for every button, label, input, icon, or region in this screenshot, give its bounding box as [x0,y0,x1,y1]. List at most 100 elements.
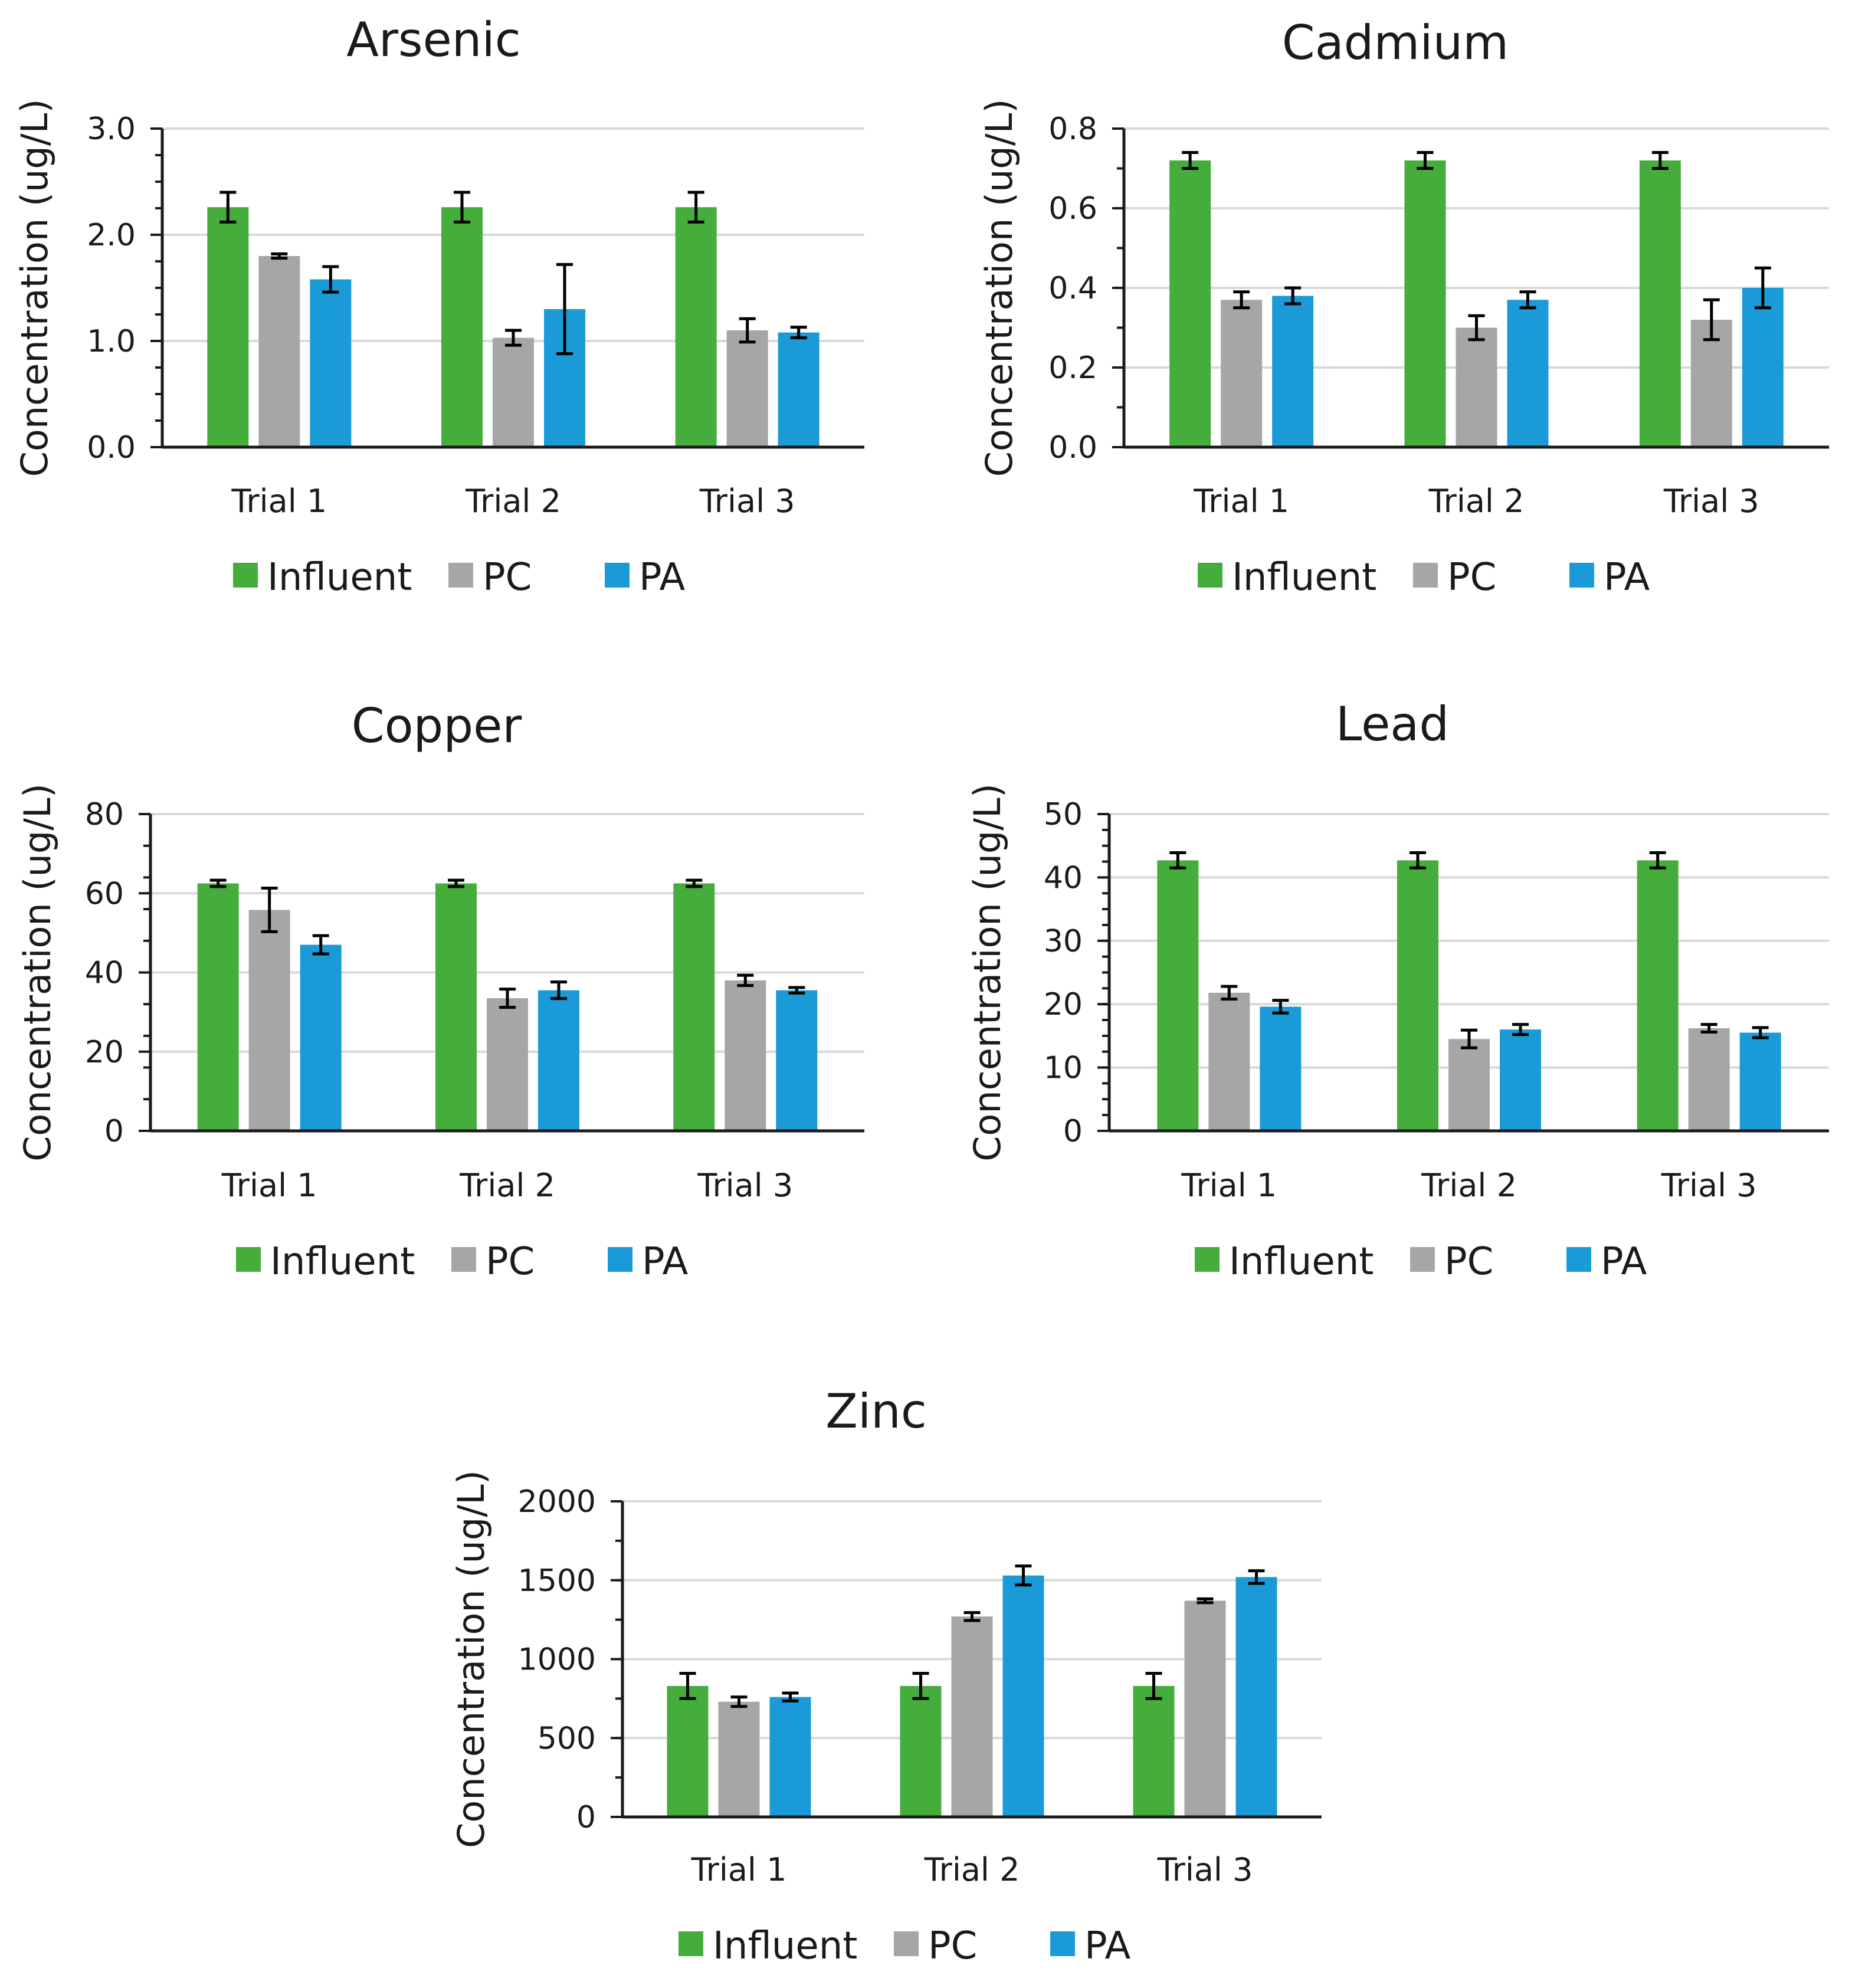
zinc-title: Zinc [825,1384,927,1439]
copper-category-label: Trial 1 [221,1167,317,1204]
legend-swatch-pc [1410,1247,1435,1272]
cadmium-bar-pa-trial-3 [1742,288,1784,447]
arsenic-bar-pc-trial-2 [493,337,534,447]
cadmium-bar-influent-trial-3 [1639,160,1681,447]
zinc-bar-pa-trial-1 [769,1697,811,1817]
legend-label-influent: Influent [270,1240,415,1284]
lead-error-bar-pc-trial-2 [1461,1028,1477,1049]
arsenic-y-tick-label: 1.0 [87,324,136,359]
copper-bar-pa-trial-1 [300,944,342,1131]
lead-y-axis-label: Concentration (ug/L) [966,783,1009,1162]
legend-label-pc: PC [1447,556,1496,599]
legend-swatch-pc [894,1931,919,1956]
lead-bar-influent-trial-3 [1637,860,1679,1131]
arsenic-category-label: Trial 2 [465,483,561,520]
lead-bar-influent-trial-1 [1157,860,1199,1131]
arsenic-bar-pc-trial-3 [726,330,768,447]
arsenic-error-bar-pc-trial-1 [271,252,288,260]
zinc-error-bar-pc-trial-2 [963,1611,981,1622]
arsenic-y-tick-label: 0.0 [87,430,136,465]
legend-swatch-pa [1566,1247,1591,1272]
legend-swatch-pa [1569,563,1594,588]
copper-chart: Copper Concentration (ug/L) 0 20 40 60 80 Trial… [16,698,864,1284]
cadmium-error-bar-pa-trial-2 [1519,290,1536,310]
copper-error-bar-influent-trial-2 [448,878,464,888]
zinc-bar-influent-trial-3 [1133,1685,1175,1817]
lead-bar-pc-trial-3 [1688,1028,1730,1131]
legend-label-pa: PA [1604,556,1650,599]
zinc-error-bar-pa-trial-3 [1248,1569,1265,1585]
copper-y-tick-label: 60 [85,876,124,911]
arsenic-error-bar-influent-trial-3 [687,191,704,224]
cadmium-error-bar-influent-trial-3 [1651,151,1669,170]
cadmium-bar-pc-trial-2 [1456,327,1497,447]
zinc-bar-influent-trial-2 [900,1685,942,1817]
zinc-legend: Influent PC PA [678,1924,1131,1968]
lead-error-bar-influent-trial-3 [1649,851,1666,870]
zinc-error-bar-pc-trial-1 [730,1695,748,1708]
lead-error-bar-pa-trial-2 [1512,1023,1529,1036]
zinc-error-bar-pc-trial-3 [1197,1597,1214,1605]
arsenic-chart: Arsenic Concentration (ug/L) 0.0 1.0 2.0 3.0 T… [13,12,864,599]
arsenic-error-bar-pc-trial-2 [505,329,522,347]
cadmium-chart: Cadmium Concentration (ug/L) 0.0 0.2 0.4 0.6 0… [978,15,1829,599]
legend-label-pa: PA [639,556,686,599]
lead-category-label: Trial 3 [1661,1167,1757,1204]
legend-swatch-pa [1050,1931,1075,1956]
legend-label-pa: PA [1601,1240,1647,1284]
legend-label-pc: PC [486,1240,535,1284]
lead-y-tick-label: 50 [1044,797,1083,832]
copper-error-bar-pc-trial-2 [499,988,516,1009]
legend-swatch-pa [605,563,630,588]
cadmium-error-bar-influent-trial-2 [1417,151,1434,170]
legend-label-pc: PC [483,556,532,599]
copper-y-tick-label: 40 [85,956,124,991]
lead-y-tick-label: 0 [1063,1114,1083,1149]
lead-error-bar-pc-trial-3 [1700,1023,1717,1034]
arsenic-y-tick-label: 3.0 [87,111,136,147]
copper-y-tick-label: 0 [104,1114,124,1149]
arsenic-y-axis-label: Concentration (ug/L) [13,99,56,477]
cadmium-error-bar-pa-trial-1 [1284,286,1302,306]
cadmium-category-label: Trial 3 [1663,483,1759,520]
copper-category-label: Trial 2 [459,1167,555,1204]
arsenic-error-bar-influent-trial-2 [454,191,470,224]
cadmium-title: Cadmium [1282,15,1509,70]
cadmium-y-tick-label: 0.0 [1048,430,1097,465]
zinc-y-tick-label: 2000 [518,1484,596,1520]
copper-error-bar-influent-trial-3 [686,878,703,888]
arsenic-bar-pc-trial-1 [258,256,300,447]
legend-label-pc: PC [1444,1240,1493,1284]
copper-bar-influent-trial-2 [435,883,477,1131]
arsenic-legend: Influent PC PA [233,556,686,599]
arsenic-category-label: Trial 3 [699,483,795,520]
lead-error-bar-influent-trial-2 [1410,851,1426,870]
lead-y-tick-label: 40 [1044,860,1083,895]
lead-y-tick-label: 30 [1044,924,1083,959]
cadmium-bar-pc-trial-1 [1221,300,1263,447]
copper-error-bar-pa-trial-1 [312,934,329,956]
arsenic-category-label: Trial 1 [231,483,327,520]
copper-y-axis-label: Concentration (ug/L) [16,783,59,1162]
lead-y-tick-label: 10 [1044,1051,1083,1086]
lead-error-bar-pa-trial-1 [1272,999,1289,1015]
arsenic-bar-pa-trial-3 [778,332,820,447]
legend-label-pa: PA [642,1240,689,1284]
legend-swatch-influent [678,1931,703,1956]
lead-y-tick-label: 20 [1044,987,1083,1022]
zinc-chart: Zinc Concentration (ug/L) 0 500 1000 1500 2000… [450,1384,1322,1968]
zinc-y-tick-label: 1500 [518,1563,596,1599]
zinc-y-tick-label: 0 [576,1800,596,1835]
copper-bar-pa-trial-2 [538,990,579,1131]
legend-swatch-pc [1413,563,1438,588]
lead-category-label: Trial 2 [1421,1167,1517,1204]
copper-title: Copper [352,698,522,753]
legend-swatch-pc [451,1247,476,1272]
copper-y-tick-label: 80 [85,797,124,832]
copper-bar-influent-trial-1 [197,883,239,1131]
copper-y-tick-label: 20 [85,1035,124,1070]
copper-bar-influent-trial-3 [673,883,715,1131]
arsenic-error-bar-pa-trial-3 [790,326,807,340]
lead-bar-pc-trial-2 [1448,1039,1490,1131]
cadmium-error-bar-pc-trial-2 [1468,314,1485,342]
